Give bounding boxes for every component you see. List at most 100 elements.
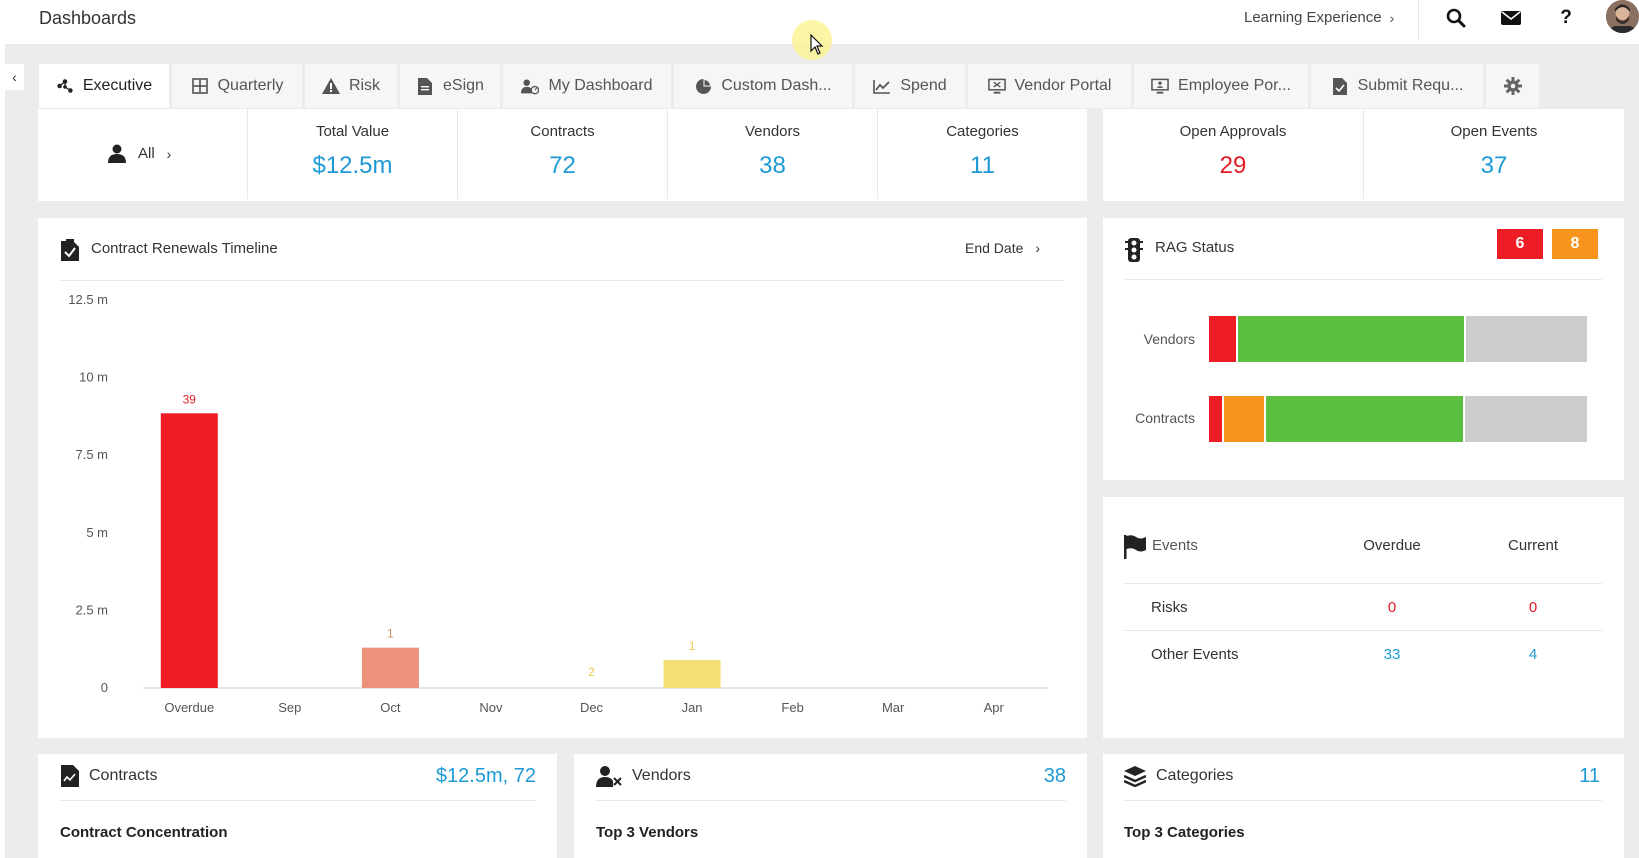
x-tick-label: Dec bbox=[580, 700, 604, 715]
tab-risk[interactable]: Risk bbox=[305, 64, 397, 108]
avatar[interactable] bbox=[1606, 0, 1639, 33]
tab-executive[interactable]: Executive bbox=[39, 64, 169, 108]
rag-segment[interactable] bbox=[1209, 316, 1239, 362]
top-categories-heading: Top 3 Categories bbox=[1124, 824, 1245, 841]
vendors-card-value[interactable]: 38 bbox=[1043, 765, 1066, 787]
rag-segment[interactable] bbox=[1265, 396, 1466, 442]
rag-contracts-bar[interactable] bbox=[1209, 396, 1587, 442]
divider bbox=[1124, 800, 1602, 801]
rag-segment[interactable] bbox=[1466, 316, 1587, 362]
help-icon[interactable]: ? bbox=[1560, 7, 1572, 28]
tab-settings[interactable] bbox=[1486, 64, 1539, 108]
rag-segment[interactable] bbox=[1238, 316, 1467, 362]
rag-amber-badge[interactable]: 8 bbox=[1552, 229, 1598, 259]
learning-experience-label: Learning Experience bbox=[1244, 9, 1382, 26]
open-events-stat[interactable]: Open Events 37 bbox=[1364, 109, 1624, 199]
open-approvals-stat[interactable]: Open Approvals 29 bbox=[1103, 109, 1363, 199]
tab-vendor-portal[interactable]: Vendor Portal bbox=[968, 64, 1131, 108]
overdue-header: Overdue bbox=[1363, 537, 1421, 554]
other-events-current[interactable]: 4 bbox=[1528, 646, 1538, 663]
document-icon bbox=[416, 77, 434, 95]
renewals-bar-chart: 0 2.5 m 5 m 7.5 m 10 m 12.5 m 39 Overdue Sep 1 Oct… bbox=[68, 292, 1048, 715]
divider bbox=[877, 109, 878, 199]
bar-count-label: 2 bbox=[588, 665, 595, 679]
tab-label: Employee Por... bbox=[1178, 77, 1291, 94]
tab-spend[interactable]: Spend bbox=[855, 64, 965, 108]
search-icon[interactable] bbox=[1436, 0, 1476, 36]
stat-value: 11 bbox=[970, 152, 995, 179]
rag-segment[interactable] bbox=[1465, 396, 1587, 442]
total-value-stat[interactable]: Total Value $12.5m bbox=[248, 109, 457, 199]
events-panel bbox=[1103, 497, 1624, 738]
y-tick-label: 10 m bbox=[79, 370, 108, 385]
vendors-stat[interactable]: Vendors 38 bbox=[668, 109, 877, 199]
dashboard-tabs: Executive Quarterly Risk eSign My Dashbo… bbox=[39, 64, 1539, 108]
top-vendors-heading: Top 3 Vendors bbox=[596, 824, 699, 841]
categories-card-value[interactable]: 11 bbox=[1579, 765, 1600, 787]
tab-submit-request[interactable]: Submit Requ... bbox=[1311, 64, 1483, 108]
vendors-card bbox=[574, 754, 1087, 858]
tab-quarterly[interactable]: Quarterly bbox=[172, 64, 302, 108]
tab-label: Risk bbox=[348, 77, 381, 94]
risks-label: Risks bbox=[1151, 599, 1188, 616]
renewals-title: Contract Renewals Timeline bbox=[91, 240, 278, 257]
risks-current[interactable]: 0 bbox=[1528, 599, 1538, 616]
divider bbox=[1124, 630, 1602, 631]
y-tick-label: 7.5 m bbox=[75, 447, 108, 462]
contracts-card-value[interactable]: $12.5m, 72 bbox=[435, 765, 536, 787]
bar-oct[interactable] bbox=[361, 647, 419, 688]
tab-my-dashboard[interactable]: My Dashboard bbox=[503, 64, 671, 108]
form-icon bbox=[1331, 77, 1349, 95]
x-tick-label: Jan bbox=[682, 700, 703, 715]
flag-icon bbox=[1124, 535, 1146, 559]
x-tick-label: Oct bbox=[380, 700, 401, 715]
chevron-right-icon: › bbox=[1035, 240, 1041, 256]
stat-label: Open Approvals bbox=[1179, 123, 1287, 140]
vendor-user-icon bbox=[596, 766, 622, 787]
x-tick-label: Apr bbox=[984, 700, 1005, 715]
bar-count-label: 1 bbox=[689, 639, 696, 653]
card-title-label: Categories bbox=[1156, 767, 1234, 784]
tab-custom-dashboard[interactable]: Custom Dash... bbox=[674, 64, 852, 108]
divider bbox=[667, 109, 668, 199]
chevron-right-icon: › bbox=[1389, 9, 1395, 26]
rag-segment[interactable] bbox=[1224, 396, 1266, 442]
vendors-card-title: Vendors bbox=[596, 765, 691, 787]
x-tick-label: Feb bbox=[781, 700, 803, 715]
mail-icon[interactable] bbox=[1491, 0, 1531, 36]
bar-jan[interactable] bbox=[663, 660, 721, 688]
stat-value: 37 bbox=[1480, 152, 1508, 179]
tab-esign[interactable]: eSign bbox=[400, 64, 500, 108]
gear-icon bbox=[1503, 77, 1522, 95]
app-title: Dashboards bbox=[39, 8, 137, 28]
categories-stat[interactable]: Categories 11 bbox=[878, 109, 1087, 199]
contracts-card bbox=[38, 754, 557, 858]
end-date-sort[interactable]: End Date › bbox=[965, 240, 1040, 256]
chevron-right-icon: › bbox=[166, 145, 172, 162]
collapse-sidebar-button[interactable]: ‹ bbox=[5, 64, 24, 90]
owner-filter[interactable]: All › bbox=[108, 144, 171, 163]
contracts-stat[interactable]: Contracts 72 bbox=[458, 109, 667, 199]
divider bbox=[1125, 279, 1602, 280]
other-events-overdue[interactable]: 33 bbox=[1383, 646, 1401, 663]
stat-value: 29 bbox=[1219, 152, 1247, 179]
other-events-label: Other Events bbox=[1151, 646, 1239, 663]
rag-title: RAG Status bbox=[1155, 239, 1235, 256]
tab-employee-portal[interactable]: Employee Por... bbox=[1134, 64, 1308, 108]
pie-icon bbox=[694, 77, 712, 95]
learning-experience-link[interactable]: Learning Experience › bbox=[1244, 9, 1394, 26]
bar-count-label: 39 bbox=[183, 392, 197, 406]
events-title: Events bbox=[1152, 537, 1198, 554]
rag-segment[interactable] bbox=[1209, 396, 1225, 442]
rag-vendors-bar[interactable] bbox=[1209, 316, 1587, 362]
x-tick-label: Nov bbox=[479, 700, 503, 715]
tab-label: Spend bbox=[900, 77, 947, 94]
divider bbox=[596, 800, 1066, 801]
stat-label: Categories bbox=[946, 123, 1019, 140]
rag-red-badge[interactable]: 6 bbox=[1497, 229, 1543, 259]
bar-overdue[interactable] bbox=[160, 413, 218, 688]
summary-card: All › Total Value $12.5m Contracts 72 Ve… bbox=[38, 109, 1087, 201]
stat-label: Vendors bbox=[744, 123, 801, 140]
chevron-left-icon: ‹ bbox=[12, 69, 17, 85]
risks-overdue[interactable]: 0 bbox=[1387, 599, 1397, 616]
